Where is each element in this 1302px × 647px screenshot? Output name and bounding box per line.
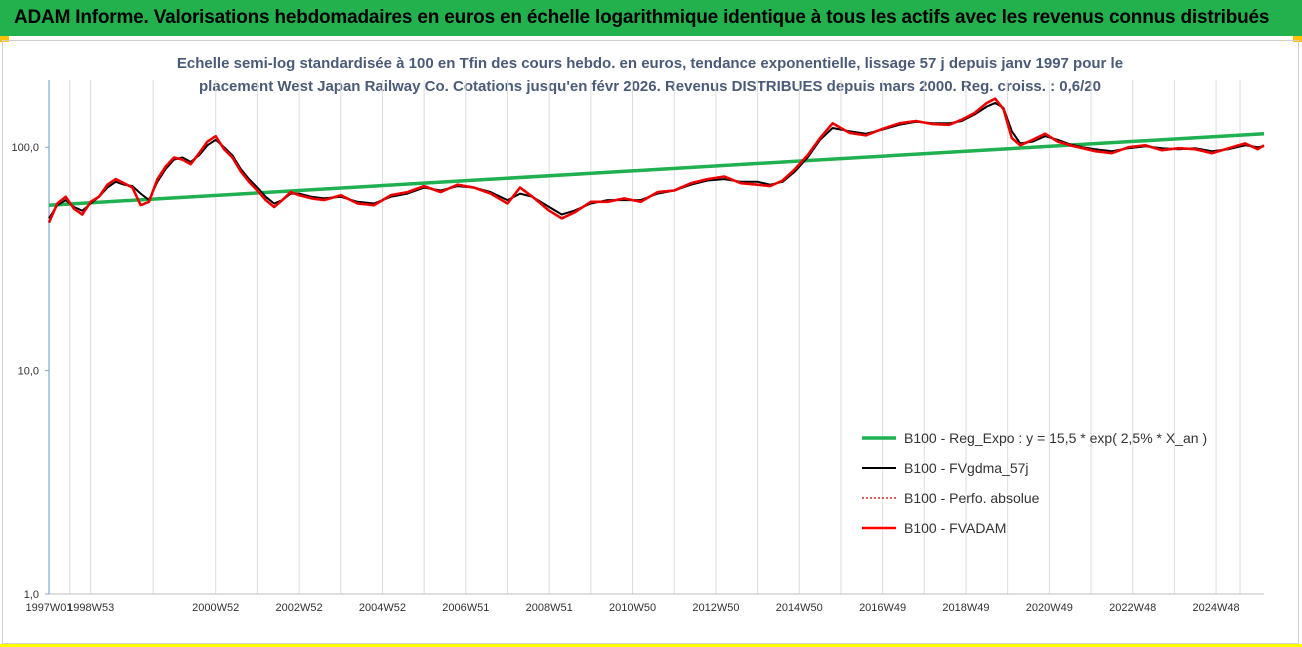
legend-label: B100 - FVADAM xyxy=(904,520,1006,536)
y-tick-label: 1,0 xyxy=(24,589,39,601)
x-tick-label: 2012W50 xyxy=(692,602,739,614)
x-tick-label: 2006W51 xyxy=(442,602,489,614)
series-line-smooth xyxy=(48,101,1265,219)
legend: B100 - Reg_Expo : y = 15,5 * exp( 2,5% *… xyxy=(862,430,1207,536)
grid-layer xyxy=(69,80,1241,594)
series-line-thick xyxy=(47,97,1265,224)
x-tick-label: 1998W53 xyxy=(67,602,114,614)
x-tick-label: 2024W48 xyxy=(1193,602,1240,614)
x-tick-label: 2004W52 xyxy=(359,602,406,614)
page-banner-title: ADAM Informe. Valorisations hebdomadaire… xyxy=(0,0,1302,36)
x-tick-label: 2022W48 xyxy=(1109,602,1156,614)
series-line-trend xyxy=(48,131,1265,207)
legend-label: B100 - Perfo. absolue xyxy=(904,490,1040,506)
series-line-dotted xyxy=(48,98,1265,223)
x-tick-label: 2018W49 xyxy=(942,602,989,614)
x-tick-label: 1997W01 xyxy=(25,602,72,614)
y-tick-label: 10,0 xyxy=(18,366,39,378)
x-tick-label: 2014W50 xyxy=(776,602,823,614)
x-tick-label: 2010W50 xyxy=(609,602,656,614)
x-tick-label: 2008W51 xyxy=(526,602,573,614)
legend-label: B100 - FVgdma_57j xyxy=(904,460,1029,476)
corner-accent-left xyxy=(0,36,9,42)
legend-label: B100 - Reg_Expo : y = 15,5 * exp( 2,5% *… xyxy=(904,430,1207,446)
bottom-accent-line xyxy=(0,644,1302,647)
y-tick-label: 100,0 xyxy=(11,142,39,154)
x-tick-label: 2020W49 xyxy=(1026,602,1073,614)
chart-title: Echelle semi-log standardisée à 100 en T… xyxy=(176,55,1124,72)
series-layer xyxy=(47,97,1265,224)
x-tick-label: 2000W52 xyxy=(192,602,239,614)
chart-frame xyxy=(2,40,1299,644)
x-tick-label: 2016W49 xyxy=(859,602,906,614)
corner-accent-right xyxy=(1293,36,1302,42)
x-tick-label: 2002W52 xyxy=(276,602,323,614)
